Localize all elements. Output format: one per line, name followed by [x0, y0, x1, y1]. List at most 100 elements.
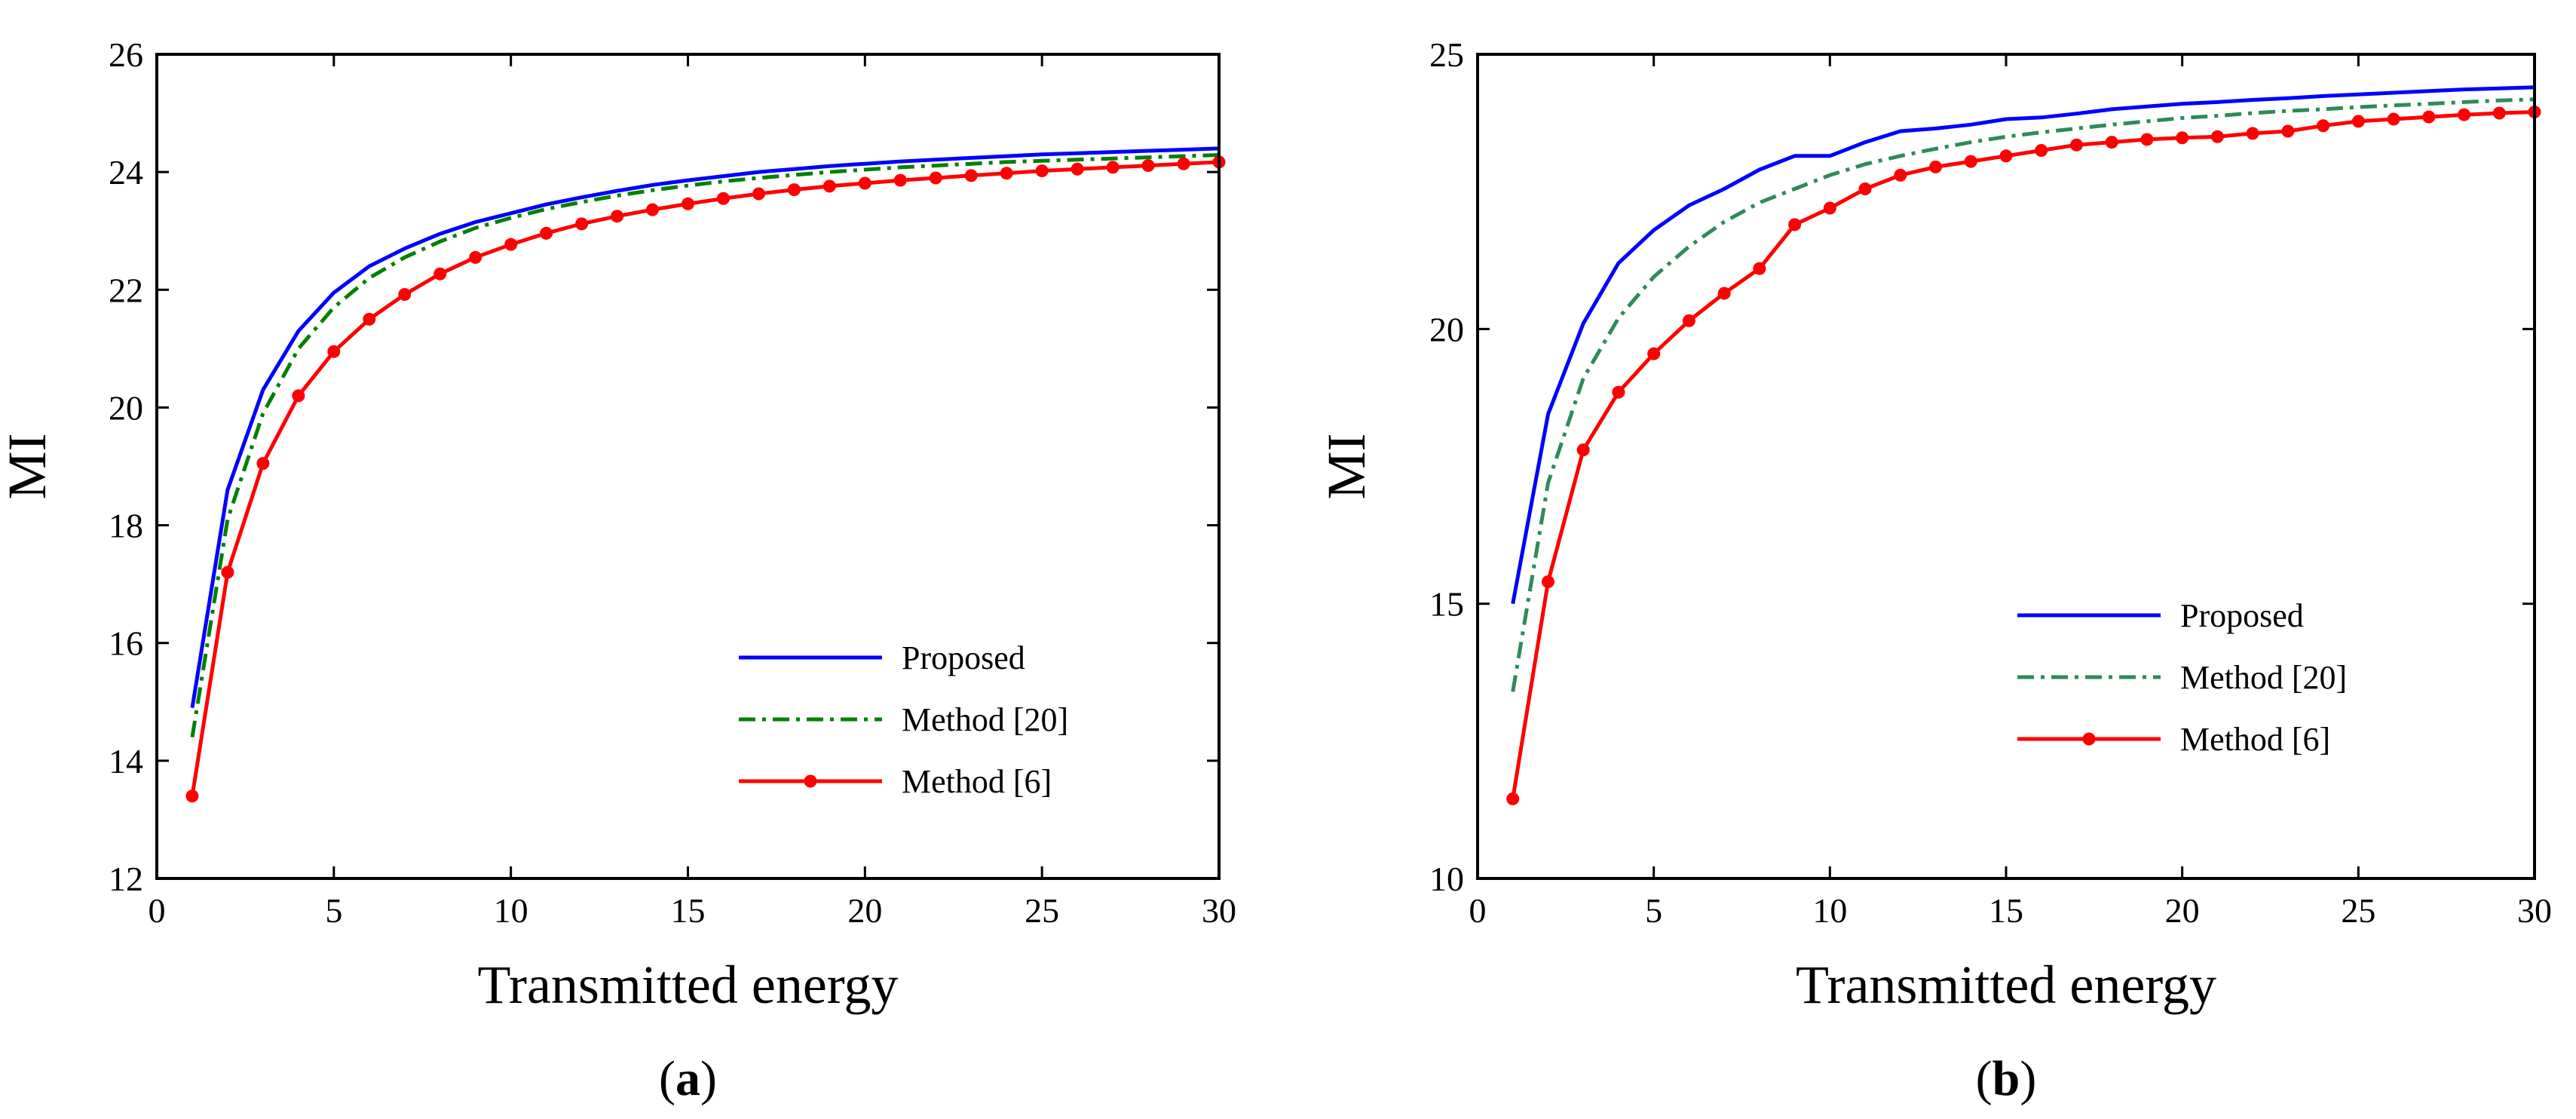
- legend-label: Method [20]: [2180, 659, 2347, 696]
- legend-label: Method [6]: [2180, 721, 2330, 758]
- y-tick-label: 10: [1429, 860, 1464, 898]
- legend-label: Method [20]: [902, 701, 1068, 738]
- data-point: [2140, 133, 2154, 146]
- data-point: [716, 192, 730, 205]
- x-tick-label: 20: [2165, 891, 2200, 930]
- x-tick-label: 30: [2517, 891, 2552, 930]
- series-line: [1511, 110, 2535, 799]
- data-point: [929, 171, 942, 185]
- legend: Proposed Method [20] Method [6]: [2017, 597, 2347, 758]
- data-point: [2422, 110, 2436, 124]
- y-tick-label: 12: [109, 860, 143, 898]
- x-tick-label: 30: [1202, 891, 1236, 930]
- data-point: [2458, 108, 2471, 121]
- y-tick-label: 14: [109, 742, 143, 780]
- y-tick-label: 16: [109, 624, 143, 663]
- x-tick-label: 15: [1989, 891, 2023, 930]
- series-line: [1511, 97, 2535, 692]
- data-point: [2210, 130, 2224, 143]
- x-axis-title: Transmitted energy: [478, 955, 899, 1015]
- data-point: [2069, 138, 2083, 152]
- y-tick-label: 25: [1429, 35, 1464, 74]
- x-axis-title: Transmitted energy: [1796, 955, 2216, 1015]
- data-point: [787, 183, 801, 197]
- data-point: [893, 173, 907, 187]
- data-point: [1177, 157, 1190, 170]
- x-tick-label: 25: [2341, 891, 2375, 930]
- data-point: [2387, 112, 2400, 126]
- data-point: [2351, 115, 2365, 128]
- data-point: [1035, 164, 1049, 178]
- x-tick-label: 0: [1469, 891, 1487, 930]
- data-point: [2317, 119, 2330, 133]
- data-point: [1071, 162, 1084, 176]
- data-point: [256, 457, 270, 471]
- legend-item: Method [20]: [739, 701, 1068, 738]
- y-axis-title: MI: [0, 434, 57, 500]
- data-point: [1647, 347, 1661, 360]
- data-point: [1576, 443, 1590, 457]
- plot-area: [185, 146, 1226, 803]
- legend-marker: [804, 774, 817, 788]
- y-tick-label: 15: [1429, 585, 1464, 624]
- legend: Proposed Method [20] Method [6]: [739, 639, 1068, 800]
- data-point: [327, 345, 341, 358]
- data-point: [221, 566, 234, 579]
- x-tick-label: 10: [494, 891, 528, 930]
- y-tick-label: 22: [109, 271, 143, 309]
- data-point: [964, 169, 978, 182]
- x-tick-label: 20: [847, 891, 882, 930]
- data-point: [1541, 575, 1554, 589]
- data-point: [1894, 168, 1907, 182]
- data-point: [575, 217, 589, 231]
- x-tick-label: 5: [325, 891, 342, 930]
- data-point: [398, 288, 412, 302]
- x-tick-label: 25: [1025, 891, 1059, 930]
- y-axis-title: MI: [1316, 434, 1377, 500]
- plot-area: [1506, 85, 2541, 805]
- chart-panel-b: 0 5 10 15 20 25 30 10 15 20 25 Transmitted energy MI…: [1316, 35, 2552, 1106]
- data-point: [1106, 161, 1120, 174]
- data-point: [1929, 160, 1943, 173]
- data-point: [682, 197, 694, 210]
- data-point: [1682, 314, 1695, 327]
- data-point: [2492, 106, 2506, 120]
- series-line: [190, 153, 1220, 738]
- legend-item: Method [20]: [2017, 659, 2347, 696]
- legend-marker: [2082, 732, 2096, 746]
- data-point: [822, 179, 836, 193]
- data-point: [2281, 124, 2295, 138]
- data-point: [1823, 201, 1836, 215]
- y-tick-label: 20: [109, 388, 143, 427]
- data-point: [1753, 262, 1766, 275]
- data-point: [1964, 155, 1977, 168]
- data-point: [1858, 182, 1872, 196]
- data-point: [1717, 287, 1731, 300]
- data-point: [1000, 167, 1013, 180]
- data-point: [1788, 218, 1802, 231]
- data-point: [752, 187, 765, 201]
- legend-item: Method [6]: [739, 763, 1052, 800]
- data-point: [646, 203, 660, 216]
- data-point: [363, 312, 376, 326]
- x-tick-label: 10: [1812, 891, 1847, 930]
- data-point: [1506, 792, 1520, 805]
- x-tick-label: 5: [1645, 891, 1662, 930]
- legend-label: Proposed: [2180, 597, 2304, 634]
- y-tick-label: 26: [109, 35, 143, 74]
- data-point: [2105, 136, 2118, 149]
- data-point: [2035, 144, 2048, 158]
- data-point: [292, 389, 305, 403]
- y-tick-label: 18: [109, 507, 143, 545]
- series-line: [1511, 85, 2535, 605]
- x-tick-label: 0: [149, 891, 166, 930]
- data-point: [1141, 159, 1155, 173]
- panel-label: (a): [659, 1051, 717, 1106]
- legend-item: Proposed: [739, 639, 1025, 676]
- data-point: [611, 210, 624, 223]
- data-point: [2176, 131, 2189, 145]
- data-point: [1612, 385, 1625, 399]
- data-point: [858, 176, 871, 190]
- legend-item: Method [6]: [2017, 721, 2330, 758]
